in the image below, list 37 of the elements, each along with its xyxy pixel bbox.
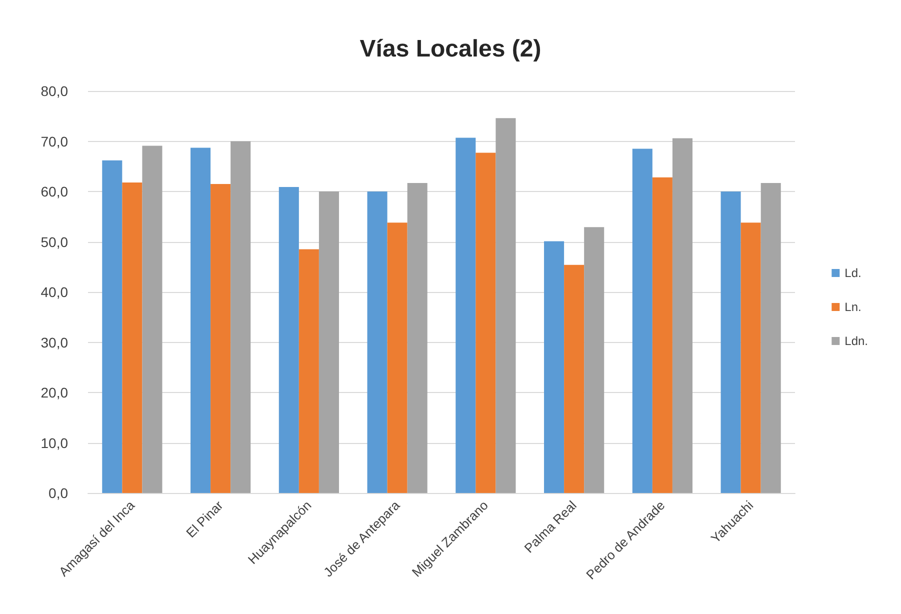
bar (142, 146, 162, 493)
bar (760, 182, 781, 493)
bar (720, 192, 741, 493)
bar (476, 152, 496, 493)
bar (564, 264, 584, 493)
bar (544, 241, 564, 493)
bar (278, 186, 299, 493)
y-tick-label: 30,0 (40, 334, 68, 350)
bar (672, 138, 692, 493)
bar (387, 222, 408, 493)
bar (122, 182, 142, 493)
bar (407, 182, 428, 493)
bar (190, 148, 211, 493)
legend-label: Ld. (844, 266, 862, 280)
y-tick-label: 10,0 (40, 434, 68, 451)
bar (367, 192, 388, 493)
legend-label: Ldn. (844, 334, 868, 348)
bar (496, 118, 516, 493)
y-tick-label: 0,0 (48, 485, 68, 501)
y-tick-label: 50,0 (40, 234, 68, 250)
bar (740, 222, 761, 493)
bar (298, 249, 319, 493)
y-tick-label: 20,0 (40, 384, 68, 400)
bar (456, 138, 476, 493)
y-tick-label: 40,0 (40, 284, 68, 300)
bar (102, 160, 122, 493)
y-tick-label: 60,0 (40, 184, 68, 200)
bar (318, 192, 339, 493)
bar (584, 227, 604, 493)
legend-label: Ln. (844, 300, 862, 314)
y-tick-label: 70,0 (40, 133, 68, 150)
bar (632, 148, 652, 493)
y-tick-label: 80,0 (40, 83, 68, 99)
bar (230, 141, 251, 493)
chart-title: Vías Locales (2) (360, 36, 542, 62)
bar (210, 184, 231, 493)
bar (652, 177, 672, 493)
